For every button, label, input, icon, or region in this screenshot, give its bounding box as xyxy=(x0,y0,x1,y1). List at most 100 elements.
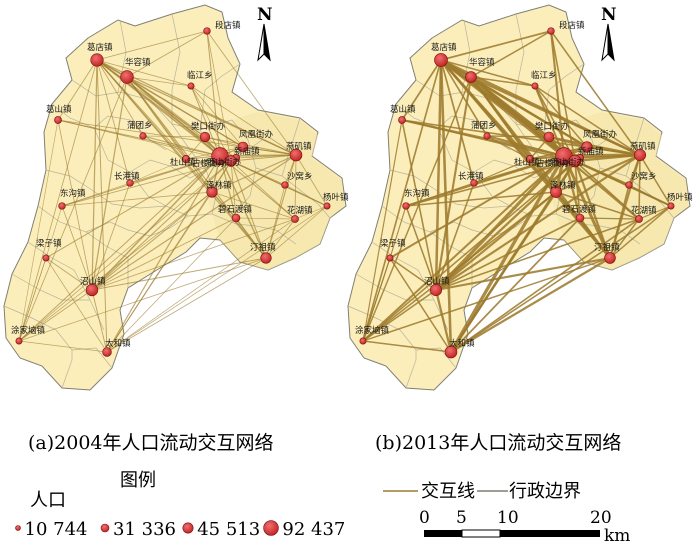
interaction-line-葛店镇-杜山镇 xyxy=(96,59,187,160)
interaction-line-泽林镇-涂家垴镇 xyxy=(362,191,557,342)
district-boundary-12 xyxy=(255,167,331,219)
town-marker xyxy=(237,141,249,153)
town-label: 杜山镇 xyxy=(170,157,196,168)
town-label: 凤凰街办 xyxy=(239,129,274,140)
interaction-line-葛店镇-西山街办 xyxy=(96,59,232,162)
town-label: 段店镇 xyxy=(559,20,585,31)
interaction-line-葛店镇-段店镇 xyxy=(96,30,208,61)
town-12-杜山镇: 杜山镇 xyxy=(514,154,540,168)
interaction-line-古楼街办-汀祖镇 xyxy=(219,155,267,259)
legend-population-label: 人口 xyxy=(30,490,66,511)
interaction-line-太和镇-杨叶镇 xyxy=(450,205,672,353)
interaction-line-西山街办-沼山镇 xyxy=(435,160,576,291)
district-boundary-17 xyxy=(85,215,189,237)
interaction-line-燕矶镇-花湖镇 xyxy=(638,154,641,220)
interaction-line-泽林镇-东沟镇 xyxy=(405,191,557,207)
town-label: 涂家垴镇 xyxy=(11,325,46,336)
town-06-蒲团乡: 蒲团乡 xyxy=(127,120,153,140)
town-08-凤凰街办: 凤凰街办 xyxy=(581,129,618,153)
town-11-燕矶镇: 燕矶镇 xyxy=(630,141,656,162)
interaction-line-葛店镇-樊口街办 xyxy=(96,59,206,138)
interaction-line-葛店镇-临江乡 xyxy=(440,59,536,87)
interaction-line-沼山镇-涂家垴镇 xyxy=(362,289,437,342)
interaction-line-燕矶镇-新庙镇 xyxy=(235,154,297,159)
interaction-line-西山街办-碧石渡镇 xyxy=(230,160,237,219)
town-marker xyxy=(575,213,585,223)
district-boundary-18 xyxy=(61,347,113,389)
interaction-line-临江乡-燕矶镇 xyxy=(534,85,641,156)
interaction-line-西山街办-东沟镇 xyxy=(61,160,232,207)
town-16-沙窝乡: 沙窝乡 xyxy=(281,171,313,189)
interaction-line-花湖镇-杨叶镇 xyxy=(294,205,328,220)
town-marker xyxy=(291,215,299,223)
town-marker xyxy=(102,347,112,357)
town-label: 花湖镇 xyxy=(287,205,313,216)
town-marker xyxy=(85,283,99,297)
interaction-line-太和镇-碧石渡镇 xyxy=(106,217,237,353)
interaction-line-梁子镇-涂家垴镇 xyxy=(18,257,47,342)
interaction-line-东沟镇-梁子镇 xyxy=(389,205,407,259)
town-marker xyxy=(199,131,211,143)
town-label: 泽林镇 xyxy=(206,180,232,191)
interaction-line-燕矶镇-杨叶镇 xyxy=(295,154,328,207)
legend-class-label: 45 513 xyxy=(197,519,260,540)
interaction-line-沼山镇-碧石渡镇 xyxy=(91,217,237,291)
legend-class-label: 92 437 xyxy=(282,519,345,540)
legend-class-2: 31 336 xyxy=(100,519,176,540)
town-label: 蒲团乡 xyxy=(471,120,497,131)
interaction-line-华容镇-段店镇 xyxy=(126,30,208,78)
interaction-line-沼山镇-东沟镇 xyxy=(61,205,93,291)
town-marker xyxy=(289,148,303,162)
town-25-太和镇: 太和镇 xyxy=(444,338,475,359)
town-08-凤凰街办: 凤凰街办 xyxy=(237,129,274,153)
interaction-line-沼山镇-花湖镇 xyxy=(435,218,640,291)
town-marker xyxy=(225,155,237,167)
district-boundary-7 xyxy=(27,241,105,331)
town-marker xyxy=(281,181,289,189)
town-marker xyxy=(126,179,134,187)
town-label: 碧石渡镇 xyxy=(218,204,253,215)
interaction-line-葛店镇-沼山镇 xyxy=(91,59,98,291)
town-marker xyxy=(386,254,394,262)
caption-2004: (a)2004年人口流动交互网络 xyxy=(28,432,274,454)
town-22-梁子镇: 梁子镇 xyxy=(380,238,406,262)
interaction-line-燕矶镇-沼山镇 xyxy=(435,154,641,291)
legend-interaction-line: 交互线 xyxy=(383,481,475,502)
town-marker xyxy=(581,141,593,153)
town-label: 临江乡 xyxy=(187,70,213,81)
interaction-line-葛山镇-涂家垴镇 xyxy=(362,119,403,342)
town-marker xyxy=(465,71,477,83)
town-24-沼山镇: 沼山镇 xyxy=(80,276,106,297)
scale-segment-1 xyxy=(424,530,462,537)
town-marker xyxy=(42,254,50,262)
interaction-line-沼山镇-太和镇 xyxy=(91,289,108,353)
interaction-line-沼山镇-梁子镇 xyxy=(389,257,437,291)
district-boundary-13 xyxy=(211,213,297,245)
north-arrow-right xyxy=(607,23,615,62)
town-14-长港镇: 长港镇 xyxy=(114,171,140,187)
interaction-line-葛店镇-长港镇 xyxy=(96,59,131,184)
interaction-line-汀祖镇-花湖镇 xyxy=(265,218,296,259)
town-marker xyxy=(260,252,272,264)
interaction-line-label: 交互线 xyxy=(421,481,475,502)
interaction-line-古楼街办-涂家垴镇 xyxy=(18,155,221,342)
interaction-line-古楼街办-长港镇 xyxy=(473,154,565,185)
interaction-line-段店镇-古楼街办 xyxy=(206,30,221,157)
town-marker xyxy=(568,154,582,168)
interaction-line-西山街办-花湖镇 xyxy=(574,160,640,220)
interaction-line-葛店镇-太和镇 xyxy=(96,59,108,353)
interaction-line-古楼街办-碧石渡镇 xyxy=(219,155,237,219)
interaction-line-燕矶镇-沼山镇 xyxy=(91,154,297,291)
town-label: 燕矶镇 xyxy=(630,141,656,152)
interaction-line-葛店镇-涂家垴镇 xyxy=(18,59,98,342)
interaction-line-华容镇-涂家垴镇 xyxy=(362,76,472,342)
interaction-line-燕矶镇-花湖镇 xyxy=(294,154,297,220)
legend-class-3: 45 513 xyxy=(182,519,260,540)
town-label: 临江乡 xyxy=(531,70,557,81)
interaction-line-沼山镇-碧石渡镇 xyxy=(435,217,581,291)
interaction-line-华容镇-杜山镇 xyxy=(126,76,187,160)
town-marker xyxy=(231,213,241,223)
interaction-line-泽林镇-涂家垴镇 xyxy=(18,191,213,342)
town-06-蒲团乡: 蒲团乡 xyxy=(471,120,497,140)
district-boundary-3 xyxy=(171,13,181,124)
